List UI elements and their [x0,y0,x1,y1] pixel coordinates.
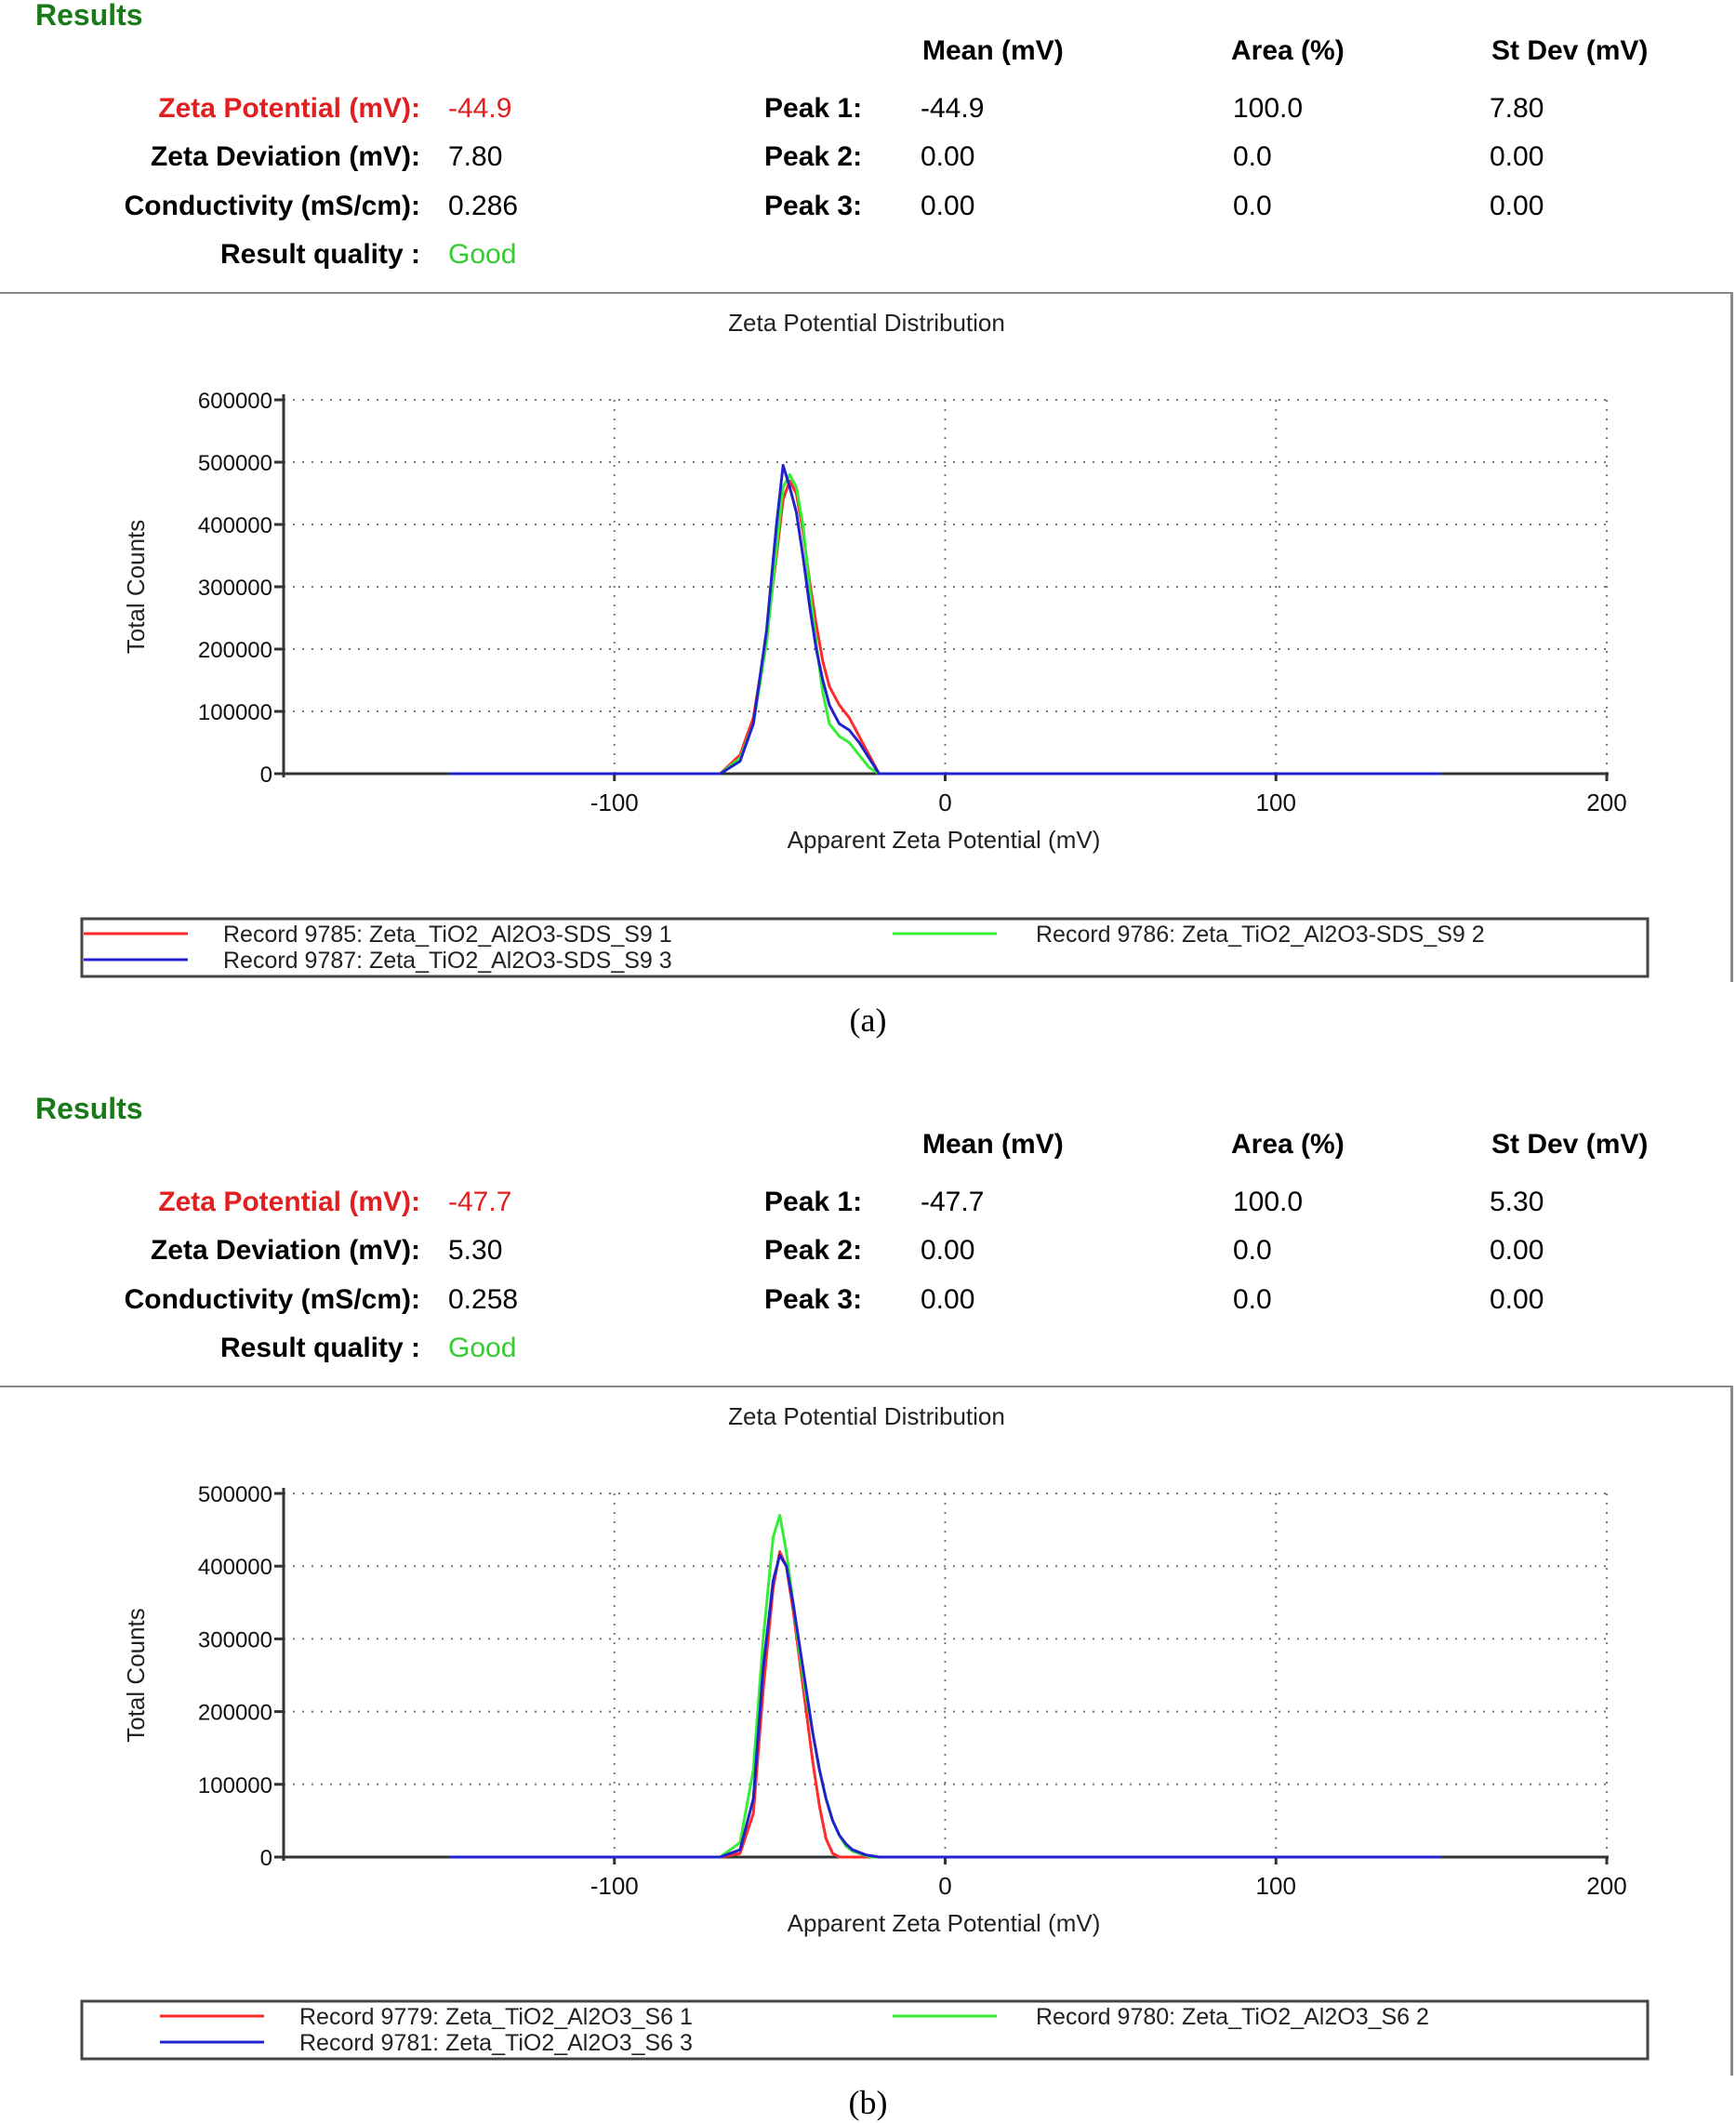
peak-3-mean: 0.00 [921,191,975,221]
results-title: Results [35,1092,143,1125]
y-tick-label: 500000 [198,1482,272,1507]
x-axis-title: Apparent Zeta Potential (mV) [788,826,1101,854]
peak-1-stdev: 7.80 [1490,93,1544,124]
area-header: Area (%) [1231,1129,1345,1160]
x-tick-label: -100 [590,1872,639,1900]
legend-label-3: Record 9787: Zeta_TiO2_Al2O3-SDS_S9 3 [223,948,672,974]
y-tick-label: 200000 [198,638,272,663]
result-quality-value: Good [448,239,517,270]
peak-2-stdev: 0.00 [1490,1235,1544,1266]
stdev-header: St Dev (mV) [1491,35,1649,66]
peak-1-stdev: 5.30 [1490,1187,1544,1217]
x-tick-label: 100 [1256,789,1296,816]
peak-2-label: Peak 2: [764,141,863,172]
zeta-potential-label: Zeta Potential (mV): [158,93,420,124]
peak-1-label: Peak 1: [764,93,863,124]
legend-label-1: Record 9779: Zeta_TiO2_Al2O3_S6 1 [299,2004,693,2030]
y-tick-label: 300000 [198,1627,272,1652]
result-quality-label: Result quality : [219,1333,420,1363]
peak-2-stdev: 0.00 [1490,141,1544,172]
legend-label-3: Record 9781: Zeta_TiO2_Al2O3_S6 3 [299,2030,693,2056]
legend-label-1: Record 9785: Zeta_TiO2_Al2O3-SDS_S9 1 [223,922,672,948]
result-quality-value: Good [448,1333,517,1363]
zeta-deviation-label: Zeta Deviation (mV): [150,1235,420,1266]
y-tick-label: 400000 [198,513,272,538]
stdev-header: St Dev (mV) [1491,1129,1649,1160]
peak-2-area: 0.0 [1233,1235,1272,1266]
zeta-deviation-value: 7.80 [448,141,503,172]
results-panel-a: Results Mean (mV) Area (%) St Dev (mV) Z… [0,0,1733,1039]
y-tick-label: 0 [260,1846,272,1871]
peak-2-mean: 0.00 [921,1235,975,1266]
chart-title: Zeta Potential Distribution [728,1402,1005,1430]
result-quality-label: Result quality : [219,239,420,270]
y-axis-title: Total Counts [122,520,150,655]
peak-1-area: 100.0 [1233,1187,1304,1217]
legend-box [80,917,1650,978]
x-tick-label: 200 [1586,789,1626,816]
conductivity-label: Conductivity (mS/cm): [124,191,420,221]
y-tick-label: 300000 [198,576,272,601]
peak-3-area: 0.0 [1233,191,1272,221]
peak-2-area: 0.0 [1233,141,1272,172]
x-axis-title: Apparent Zeta Potential (mV) [788,1909,1101,1937]
zeta-deviation-value: 5.30 [448,1235,503,1266]
mean-header: Mean (mV) [922,35,1064,66]
x-tick-label: -100 [590,789,639,816]
x-tick-label: 200 [1586,1872,1626,1900]
peak-3-mean: 0.00 [921,1284,975,1315]
x-tick-label: 0 [938,789,951,816]
y-tick-label: 600000 [198,389,272,414]
y-axis-title: Total Counts [122,1608,150,1743]
y-tick-label: 0 [260,763,272,788]
peak-2-label: Peak 2: [764,1235,863,1266]
zeta-chart-a: Zeta Potential Distribution 0 100000 200000… [80,309,1650,978]
peak-3-area: 0.0 [1233,1284,1272,1315]
figure-caption: (a) [849,1002,887,1039]
chart-frame: Zeta Potential Distribution 0 100000 200000… [0,1386,1733,2076]
series-line-3 [448,463,1442,776]
peak-2-mean: 0.00 [921,141,975,172]
zeta-potential-value: -44.9 [448,93,512,124]
chart-title: Zeta Potential Distribution [728,309,1005,337]
area-header: Area (%) [1231,35,1345,66]
y-tick-label: 100000 [198,700,272,725]
y-tick-label: 100000 [198,1773,272,1798]
legend-label-2: Record 9786: Zeta_TiO2_Al2O3-SDS_S9 2 [1036,922,1485,948]
conductivity-value: 0.286 [448,191,519,221]
peak-1-area: 100.0 [1233,93,1304,124]
y-tick-label: 400000 [198,1555,272,1580]
peak-3-label: Peak 3: [764,191,863,221]
peak-1-label: Peak 1: [764,1187,863,1217]
zeta-potential-value: -47.7 [448,1187,512,1217]
chart-frame: Zeta Potential Distribution 0 100000 200000… [0,292,1733,982]
peak-1-mean: -44.9 [921,93,985,124]
legend-label-2: Record 9780: Zeta_TiO2_Al2O3_S6 2 [1036,2004,1429,2030]
y-tick-label: 200000 [198,1701,272,1726]
conductivity-value: 0.258 [448,1284,519,1315]
zeta-deviation-label: Zeta Deviation (mV): [150,141,420,172]
y-tick-label: 500000 [198,451,272,476]
legend-box [80,1999,1650,2061]
x-tick-label: 100 [1256,1872,1296,1900]
peak-3-stdev: 0.00 [1490,1284,1544,1315]
peak-3-label: Peak 3: [764,1284,863,1315]
series-line-3 [448,1554,1442,1859]
results-panel-b: Results Mean (mV) Area (%) St Dev (mV) Z… [0,1092,1736,2123]
zeta-chart-b: Zeta Potential Distribution 0 100000 200000… [80,1402,1650,2061]
mean-header: Mean (mV) [922,1129,1064,1160]
peak-3-stdev: 0.00 [1490,191,1544,221]
peak-1-mean: -47.7 [921,1187,985,1217]
figure-caption: (b) [848,2084,888,2121]
results-title: Results [35,0,143,32]
x-tick-label: 0 [938,1872,951,1900]
conductivity-label: Conductivity (mS/cm): [124,1284,420,1315]
zeta-potential-label: Zeta Potential (mV): [158,1187,420,1217]
